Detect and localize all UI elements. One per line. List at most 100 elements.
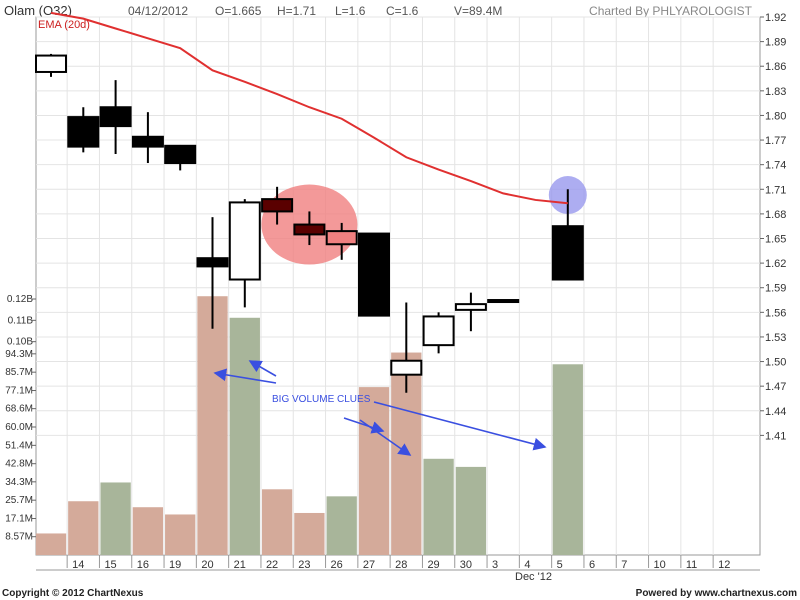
x-tick-label: 7 — [621, 559, 627, 571]
price-tick-label: 1.83 — [765, 86, 786, 98]
volume-bar — [294, 512, 325, 555]
volume-tick-label: 0.11B — [8, 315, 34, 326]
x-tick-label: 29 — [427, 559, 439, 571]
candle — [390, 302, 423, 393]
volume-bar — [455, 466, 487, 555]
candle-body — [228, 201, 261, 281]
volume-bar — [423, 458, 454, 555]
annotation-arrow — [213, 368, 277, 384]
volume-tick-label: 0.12B — [7, 294, 33, 305]
volume-bar — [35, 533, 67, 555]
price-tick-label: 1.89 — [765, 37, 786, 49]
volume-tick-label: 85.7M — [5, 367, 33, 378]
price-tick-label: 1.47 — [765, 381, 786, 393]
candle — [422, 312, 455, 354]
price-tick-label: 1.50 — [765, 357, 786, 369]
volume-tick-label: 0.10B — [7, 337, 33, 348]
price-tick-label: 1.56 — [765, 307, 786, 319]
candle — [358, 232, 390, 317]
volume-tick-label: 77.1M — [5, 386, 33, 397]
candle-body — [422, 315, 455, 347]
candle — [293, 211, 326, 246]
candle — [99, 80, 132, 155]
candle — [261, 186, 294, 225]
candle-body — [390, 359, 423, 376]
x-tick-label: 15 — [104, 559, 116, 571]
price-tick-label: 1.65 — [765, 234, 786, 246]
candle — [164, 144, 197, 171]
volume-bar — [261, 489, 293, 555]
x-tick-label: 26 — [331, 559, 343, 571]
volume-tick-label: 25.7M — [5, 495, 33, 506]
candle — [325, 222, 358, 260]
x-tick-label: 30 — [460, 559, 472, 571]
volume-bar — [165, 514, 196, 555]
x-tick-label: 10 — [654, 559, 666, 571]
volume-bar — [132, 507, 164, 555]
volume-bars — [35, 296, 583, 555]
volume-bar — [552, 364, 583, 555]
volume-bar — [68, 501, 99, 555]
x-tick-label: 5 — [557, 559, 563, 571]
candle-body — [358, 232, 390, 317]
header-volume: V=89.4M — [454, 4, 502, 18]
volume-tick-label: 51.4M — [5, 440, 33, 451]
price-tick-label: 1.77 — [765, 135, 786, 147]
x-tick-label: 16 — [137, 559, 149, 571]
candle-body — [487, 299, 520, 304]
volume-bar — [100, 482, 131, 555]
candle — [228, 199, 261, 308]
candle — [35, 53, 67, 77]
header-high: H=1.71 — [277, 4, 316, 18]
x-tick-label: 21 — [234, 559, 246, 571]
x-axis: 14 15 16 19 20 21 22 23 26 27 28 29 30 3 4 5 6 7 10 11 12 — [36, 555, 760, 571]
price-tick-label: 1.59 — [765, 283, 786, 295]
annotation-arrows — [213, 360, 547, 456]
candle-body — [454, 303, 487, 311]
header-low: L=1.6 — [335, 4, 366, 18]
x-tick-label: 19 — [169, 559, 181, 571]
annotation-text: BIG VOLUME CLUES — [272, 394, 371, 405]
candlesticks — [35, 53, 584, 393]
x-tick-label: 27 — [363, 559, 375, 571]
candle-body — [164, 144, 197, 165]
x-tick-label: 12 — [718, 559, 730, 571]
volume-tick-label: 42.8M — [5, 459, 33, 470]
annotation-arrow — [343, 417, 385, 434]
candle-body — [261, 198, 294, 213]
x-tick-label: 3 — [492, 559, 498, 571]
x-tick-label: 11 — [686, 559, 697, 571]
footer-powered-by: Powered by www.chartnexus.com — [636, 588, 797, 599]
header-open: O=1.665 — [215, 4, 262, 18]
candle-body — [551, 225, 584, 281]
volume-bar — [326, 496, 357, 555]
charted-by: Charted By PHLYAROLOGIST — [589, 4, 753, 18]
volume-bar — [358, 387, 390, 555]
candle — [551, 189, 584, 281]
header-date: 04/12/2012 — [128, 4, 188, 18]
candle — [67, 107, 100, 153]
candle-body — [131, 135, 164, 148]
ema-legend: EMA (20d) — [38, 19, 90, 31]
annotation-arrow — [359, 419, 412, 456]
volume-bar — [197, 296, 228, 555]
candle-body — [293, 223, 326, 236]
x-tick-label: 28 — [395, 559, 407, 571]
candle — [196, 217, 229, 329]
annotation-arrow — [248, 360, 277, 377]
price-tick-label: 1.41 — [765, 430, 786, 442]
price-tick-label: 1.71 — [765, 184, 786, 196]
month-label: Dec '12 — [515, 571, 552, 583]
price-tick-label: 1.68 — [765, 209, 786, 221]
candle-body — [35, 54, 67, 73]
price-tick-label: 1.86 — [765, 61, 786, 73]
candle-body — [99, 106, 132, 128]
footer-copyright: Copyright © 2012 ChartNexus — [2, 588, 144, 599]
x-tick-label: 20 — [201, 559, 213, 571]
volume-tick-label: 34.3M — [5, 477, 33, 488]
x-tick-label: 14 — [72, 559, 84, 571]
volume-tick-label: 60.0M — [5, 422, 33, 433]
candle — [487, 299, 520, 304]
candle — [131, 112, 164, 164]
